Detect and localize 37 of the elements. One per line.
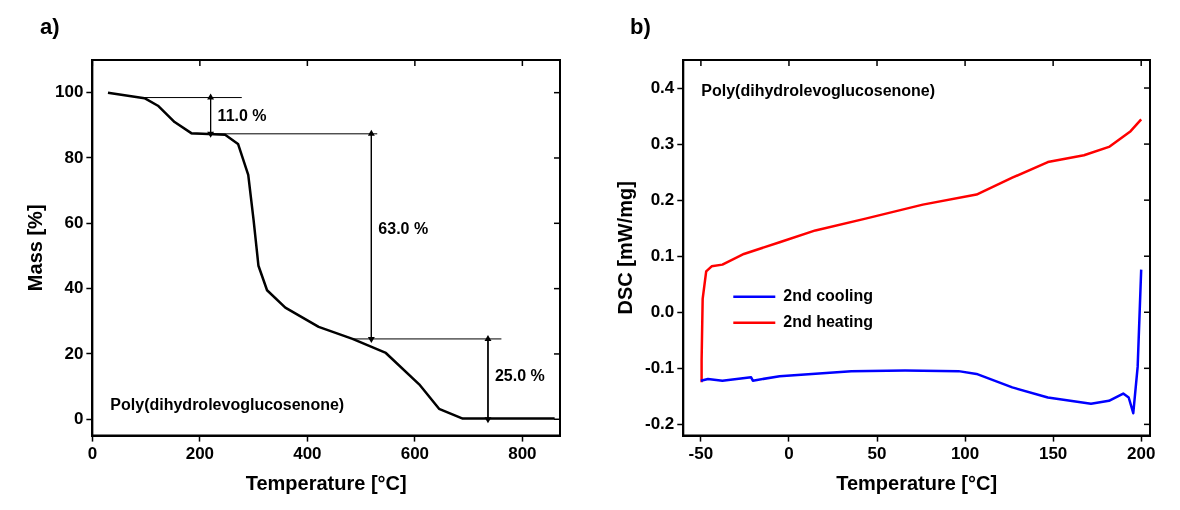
- x-tick-label: 400: [293, 444, 322, 464]
- y-tick-label: 40: [64, 278, 84, 298]
- x-tick-label: 800: [508, 444, 537, 464]
- y-tick-label: 0.2: [650, 189, 675, 209]
- x-tick-label: -50: [688, 444, 714, 464]
- chart-title: b): [630, 14, 651, 40]
- annotation: Poly(dihydrolevoglucosenone): [110, 396, 345, 414]
- y-tick-label: -0.1: [645, 358, 675, 378]
- y-tick-label: 0: [73, 408, 84, 428]
- x-tick-label: 200: [1127, 444, 1156, 464]
- chart-title: a): [40, 14, 60, 40]
- x-tick-label: 200: [185, 444, 215, 464]
- y-tick-label: 0.0: [650, 301, 675, 321]
- y-tick-label: -0.2: [645, 414, 675, 434]
- annotation: 11.0 %: [217, 106, 267, 124]
- y-tick-label: 0.3: [650, 133, 675, 153]
- x-tick-label: 600: [400, 444, 430, 464]
- x-tick-label: 0: [784, 444, 794, 464]
- annotation: 63.0 %: [378, 220, 429, 238]
- y-axis-title: DSC [mW/mg]: [613, 181, 636, 315]
- x-tick-label: 50: [867, 444, 887, 464]
- y-tick-label: 60: [64, 212, 84, 232]
- x-axis-title: Temperature [°C]: [245, 471, 407, 494]
- x-tick-label: 150: [1038, 444, 1068, 464]
- y-axis-title: Mass [%]: [23, 204, 46, 292]
- x-tick-label: 100: [950, 444, 980, 464]
- annotation: Poly(dihydrolevoglucosenone): [701, 82, 936, 100]
- legend-label: 2nd cooling: [783, 287, 874, 305]
- y-tick-label: 80: [64, 147, 84, 167]
- y-tick-label: 0.1: [650, 245, 675, 265]
- annotation: 25.0 %: [494, 367, 545, 385]
- x-tick-label: 0: [87, 444, 98, 464]
- legend-label: 2nd heating: [783, 313, 874, 331]
- x-axis-title: Temperature [°C]: [836, 471, 998, 494]
- y-tick-label: 0.4: [650, 77, 675, 97]
- y-tick-label: 20: [64, 343, 84, 363]
- y-tick-label: 100: [54, 82, 84, 102]
